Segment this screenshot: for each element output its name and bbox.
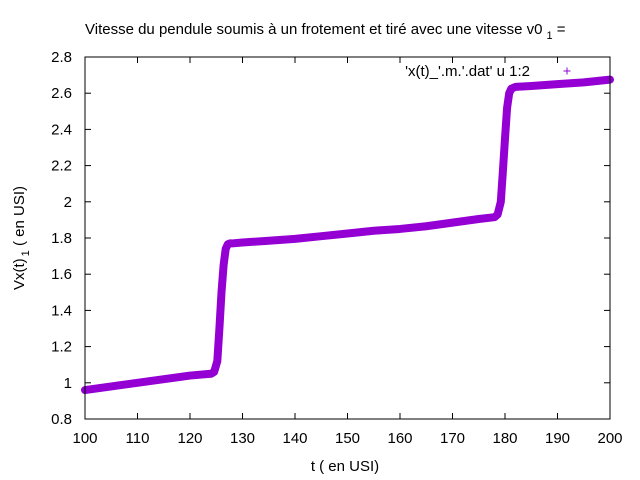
data-point — [370, 227, 377, 234]
x-tick-label: 170 — [440, 430, 465, 447]
data-point — [491, 214, 498, 221]
data-point — [494, 211, 501, 218]
data-point — [222, 245, 229, 252]
y-tick-label: 0.8 — [51, 411, 72, 428]
legend: 'x(t)_'.m.'.dat' u 1:2 — [405, 63, 571, 80]
plot-frame — [84, 56, 611, 420]
plot-area — [81, 75, 614, 395]
x-tick-label: 100 — [72, 430, 97, 447]
data-point — [211, 368, 218, 375]
y-axis-label-subscript: 1 — [20, 250, 32, 256]
y-tick-label: 1.2 — [51, 339, 72, 356]
data-point — [160, 376, 167, 383]
x-tick-label: 150 — [335, 430, 360, 447]
data-point — [208, 370, 214, 377]
data-point — [475, 215, 482, 222]
y-tick-label: 1.4 — [51, 302, 72, 319]
data-point — [554, 81, 561, 88]
x-tick-label: 190 — [545, 430, 570, 447]
y-axis-label: Vx(t) 1 ( en USI) — [11, 186, 32, 290]
chart-title: Vitesse du pendule soumis à un frotement… — [85, 21, 566, 42]
y-tick-label: 2.6 — [51, 85, 72, 102]
data-point — [528, 82, 535, 89]
x-tick-label: 110 — [126, 430, 150, 447]
data-point — [318, 233, 325, 240]
data-point — [504, 104, 511, 111]
y-axis-label-main: Vx(t) — [11, 258, 28, 290]
data-point — [449, 219, 456, 226]
data-point — [214, 358, 221, 365]
data-point — [218, 289, 225, 296]
data-point — [397, 225, 403, 232]
data-point — [502, 135, 508, 142]
data-point — [344, 230, 351, 237]
data-point — [499, 168, 506, 175]
y-tick-label: 1.8 — [51, 230, 72, 247]
x-tick-label: 140 — [282, 430, 307, 447]
data-point — [580, 79, 587, 86]
svg-text:Vx(t)1 ( en USI): Vx(t) 1 ( en USI) — [11, 186, 32, 290]
y-tick-label: 2.2 — [51, 158, 72, 175]
axes: 100 110 120 130 140 150 160 170 180 190 200 0.8 1 1.2… — [51, 49, 622, 447]
data-point — [497, 198, 504, 205]
data-point — [512, 83, 519, 90]
x-axis-label: t ( en USI) — [311, 458, 379, 475]
y-tick-label: 1.6 — [51, 266, 72, 283]
x-tick-label: 130 — [230, 430, 255, 447]
data-point — [265, 237, 272, 244]
legend-label: 'x(t)_'.m.'.dat' u 1:2 — [405, 63, 530, 80]
y-tick-label: 1 — [64, 375, 72, 392]
x-tick-label: 200 — [597, 430, 622, 447]
data-point — [108, 383, 115, 390]
data-point — [216, 325, 223, 332]
legend-marker — [563, 67, 571, 75]
data-point — [423, 223, 430, 230]
data-point — [187, 372, 193, 379]
data-point — [239, 239, 246, 246]
chart-title-subscript: 1 — [547, 30, 553, 42]
data-point — [506, 90, 513, 97]
y-axis-label-tail: ( en USI) — [11, 186, 28, 250]
y-tick-label: 2.8 — [51, 49, 72, 66]
x-tick-label: 160 — [387, 430, 412, 447]
x-tick-label: 120 — [177, 430, 202, 447]
y-tick-label: 2 — [64, 194, 72, 211]
chart-title-tail: = — [553, 21, 566, 38]
data-point — [220, 262, 227, 269]
data-point — [134, 379, 141, 386]
x-tick-label: 180 — [492, 430, 517, 447]
data-point — [229, 240, 235, 247]
y-tick-label: 2.4 — [51, 121, 72, 138]
data-point — [292, 235, 298, 242]
